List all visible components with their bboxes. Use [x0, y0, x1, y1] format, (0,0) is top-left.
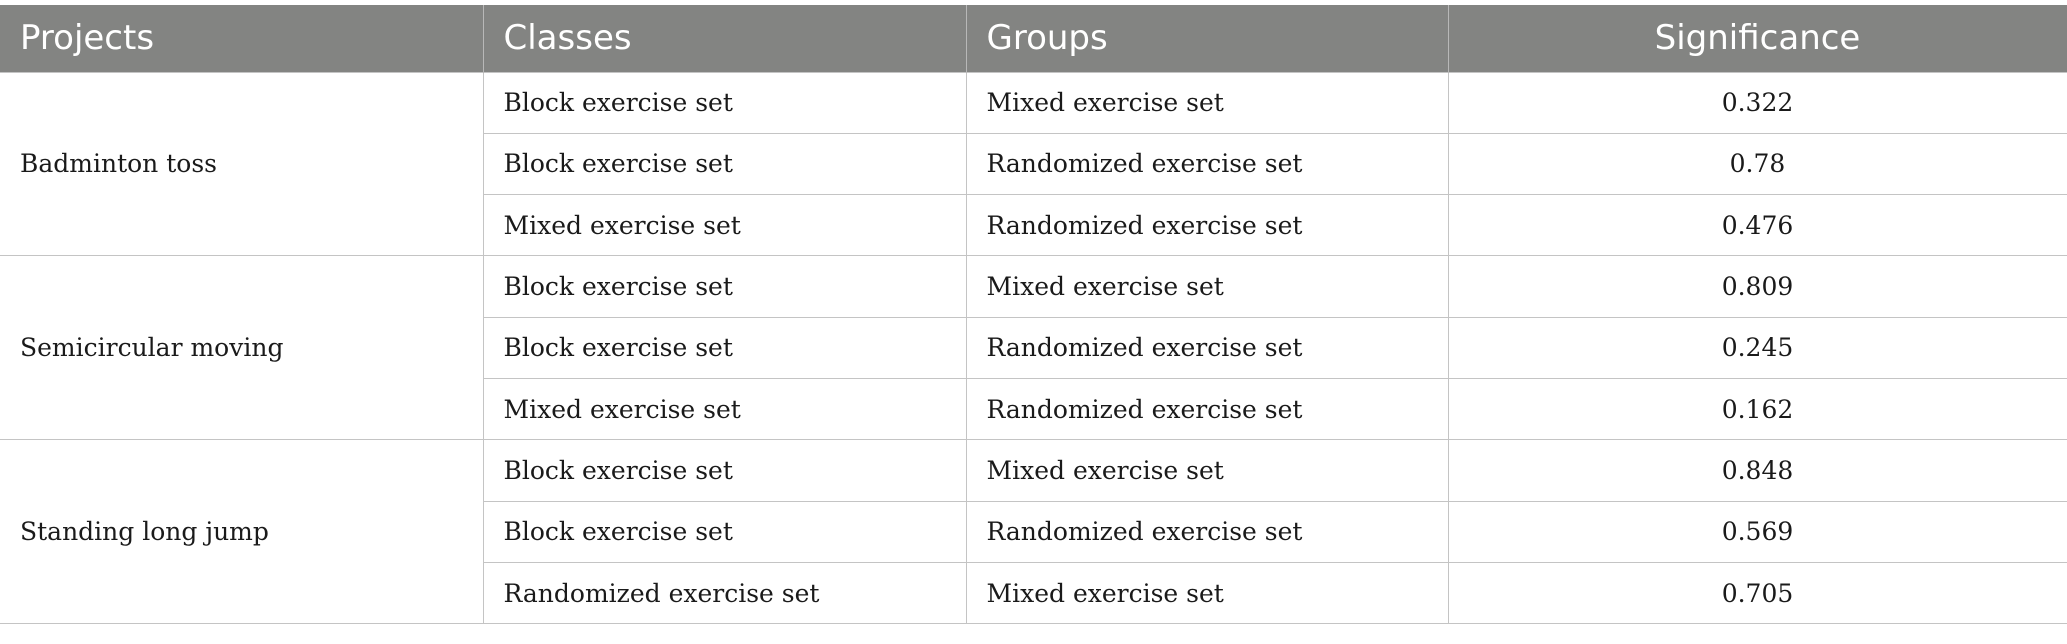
- significance-cell: 0.245: [1447, 316, 2067, 379]
- header-groups: Groups: [965, 5, 1449, 72]
- table-header: Projects Classes Groups Significance: [0, 5, 2067, 72]
- class-cell: Block exercise set: [483, 500, 967, 563]
- group-cell: Mixed exercise set: [965, 255, 1449, 318]
- table-row: Semicircular moving Block exercise set M…: [0, 255, 2067, 441]
- project-cell: Standing long jump: [0, 439, 484, 625]
- group-cell: Mixed exercise set: [965, 439, 1449, 502]
- significance-cell: 0.809: [1447, 255, 2067, 318]
- significance-cell: 0.78: [1447, 132, 2067, 196]
- table-row: Block exercise set Randomized exercise s…: [0, 316, 2067, 379]
- significance-cell: 0.848: [1447, 439, 2067, 502]
- group-cell: Randomized exercise set: [965, 500, 1449, 563]
- class-cell: Randomized exercise set: [483, 561, 967, 625]
- class-cell: Block exercise set: [483, 316, 967, 379]
- table-body: Badminton toss Block exercise set Mixed …: [0, 71, 2067, 625]
- class-cell: Block exercise set: [482, 255, 967, 318]
- significance-table: Projects Classes Groups Significance Bad…: [0, 5, 2067, 625]
- header-row: Projects Classes Groups Significance: [0, 5, 2067, 72]
- class-cell: Mixed exercise set: [483, 194, 967, 257]
- table-row: Standing long jump Block exercise set Mi…: [0, 439, 2067, 625]
- table-row: Block exercise set Randomized exercise s…: [0, 500, 2067, 563]
- significance-cell: 0.705: [1447, 561, 2067, 625]
- significance-table-container: Projects Classes Groups Significance Bad…: [0, 5, 2067, 625]
- class-cell: Mixed exercise set: [483, 377, 967, 441]
- significance-cell: 0.162: [1447, 377, 2067, 441]
- project-cell: Badminton toss: [0, 71, 484, 257]
- group-cell: Randomized exercise set: [965, 132, 1449, 196]
- significance-cell: 0.569: [1447, 500, 2067, 563]
- group-cell: Randomized exercise set: [965, 377, 1449, 441]
- class-cell: Block exercise set: [482, 439, 967, 502]
- table-row: Mixed exercise set Randomized exercise s…: [0, 194, 2067, 257]
- significance-cell: 0.476: [1447, 194, 2067, 257]
- significance-cell: 0.322: [1447, 71, 2067, 134]
- header-projects: Projects: [0, 5, 484, 72]
- project-cell: Semicircular moving: [0, 255, 484, 441]
- table-row: Block exercise set Randomized exercise s…: [0, 132, 2067, 196]
- group-cell: Randomized exercise set: [965, 194, 1449, 257]
- table-row: Mixed exercise set Randomized exercise s…: [0, 377, 2067, 441]
- header-significance: Significance: [1447, 5, 2067, 72]
- table-row: Badminton toss Block exercise set Mixed …: [0, 71, 2067, 257]
- header-classes: Classes: [482, 5, 967, 72]
- group-cell: Randomized exercise set: [965, 316, 1449, 379]
- group-cell: Mixed exercise set: [965, 71, 1449, 134]
- group-cell: Mixed exercise set: [965, 561, 1449, 625]
- class-cell: Block exercise set: [483, 132, 967, 196]
- class-cell: Block exercise set: [482, 71, 967, 134]
